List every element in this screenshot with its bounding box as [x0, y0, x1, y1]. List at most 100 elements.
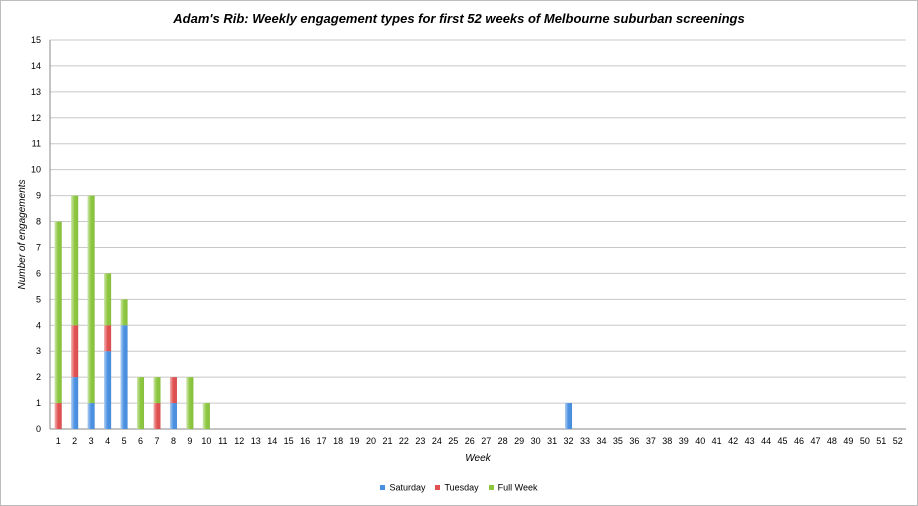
legend-item: Tuesday	[435, 482, 479, 493]
x-tick-label: 52	[893, 436, 903, 446]
x-tick-label: 43	[745, 436, 755, 446]
x-tick-label: 25	[448, 436, 458, 446]
bar-highlight	[169, 377, 177, 404]
x-tick-label: 45	[778, 436, 788, 446]
x-tick-label: 17	[317, 436, 327, 446]
x-tick-label: 14	[267, 436, 277, 446]
x-tick-label: 42	[728, 436, 738, 446]
legend-item: Full Week	[488, 482, 538, 493]
x-tick-label: 13	[251, 436, 261, 446]
x-tick-label: 8	[171, 436, 176, 446]
y-tick-label: 1	[36, 398, 41, 408]
x-tick-label: 36	[629, 436, 639, 446]
x-tick-label: 23	[415, 436, 425, 446]
x-tick-label: 20	[366, 436, 376, 446]
y-tick-label: 4	[36, 320, 41, 330]
x-tick-label: 31	[547, 436, 557, 446]
bar-highlight	[186, 377, 194, 429]
x-tick-label: 12	[234, 436, 244, 446]
bar-highlight	[71, 325, 79, 378]
bar-highlight	[137, 377, 145, 429]
y-tick-label: 10	[31, 165, 41, 175]
x-tick-label: 16	[300, 436, 310, 446]
bar-highlight	[71, 377, 79, 429]
y-tick-label: 8	[36, 217, 41, 227]
y-tick-label: 3	[36, 346, 41, 356]
x-tick-label: 4	[105, 436, 110, 446]
legend: Saturday Tuesday Full Week	[0, 482, 918, 493]
legend-swatch	[435, 485, 441, 491]
x-tick-label: 37	[646, 436, 656, 446]
y-tick-label: 7	[36, 242, 41, 252]
y-tick-label: 5	[36, 294, 41, 304]
y-tick-label: 12	[31, 113, 41, 123]
y-tick-label: 15	[31, 35, 41, 45]
legend-swatch	[488, 485, 494, 491]
bar-highlight	[565, 403, 573, 429]
x-tick-label: 5	[122, 436, 127, 446]
bar-highlight	[104, 351, 112, 429]
bar-highlight	[104, 325, 112, 352]
bar-highlight	[54, 403, 62, 429]
bar-highlight	[71, 195, 79, 326]
legend-label: Tuesday	[444, 482, 479, 493]
y-tick-label: 6	[36, 268, 41, 278]
x-tick-label: 11	[218, 436, 227, 446]
x-tick-label: 40	[695, 436, 705, 446]
legend-swatch	[380, 485, 386, 491]
x-tick-label: 29	[514, 436, 524, 446]
x-tick-label: 48	[827, 436, 837, 446]
bar-highlight	[87, 195, 95, 404]
y-tick-label: 0	[36, 424, 41, 434]
y-tick-label: 9	[36, 191, 41, 201]
bar-highlight	[153, 377, 161, 404]
x-tick-label: 32	[564, 436, 574, 446]
x-tick-label: 46	[794, 436, 804, 446]
x-tick-label: 1	[56, 436, 61, 446]
x-tick-label: 38	[662, 436, 672, 446]
x-tick-label: 28	[498, 436, 508, 446]
x-tick-label: 50	[860, 436, 870, 446]
bar-highlight	[153, 403, 161, 429]
x-tick-label: 47	[810, 436, 820, 446]
x-tick-label: 22	[399, 436, 409, 446]
y-tick-label: 13	[31, 87, 41, 97]
legend-item: Saturday	[380, 482, 425, 493]
y-tick-label: 2	[36, 372, 41, 382]
x-tick-label: 21	[382, 436, 392, 446]
x-tick-label: 51	[876, 436, 886, 446]
bar-highlight	[169, 403, 177, 429]
x-tick-label: 30	[531, 436, 541, 446]
x-axis-title: Week	[465, 453, 491, 464]
x-tick-label: 27	[481, 436, 491, 446]
x-tick-label: 15	[284, 436, 294, 446]
x-tick-label: 44	[761, 436, 771, 446]
x-tick-label: 24	[432, 436, 442, 446]
bar-highlight	[104, 273, 112, 326]
x-tick-label: 34	[596, 436, 606, 446]
x-tick-label: 35	[613, 436, 623, 446]
y-tick-label: 11	[32, 139, 41, 149]
legend-label: Saturday	[389, 482, 426, 493]
x-tick-label: 18	[333, 436, 343, 446]
x-tick-label: 41	[712, 436, 722, 446]
bar-highlight	[120, 299, 128, 326]
x-tick-label: 19	[350, 436, 360, 446]
y-axis-title: Number of engagements	[17, 179, 28, 289]
bar-highlight	[87, 403, 95, 429]
x-tick-label: 7	[154, 436, 159, 446]
bar-highlight	[120, 325, 128, 429]
x-tick-label: 10	[201, 436, 211, 446]
bar-highlight	[54, 221, 62, 404]
x-tick-label: 6	[138, 436, 143, 446]
x-tick-label: 49	[843, 436, 853, 446]
x-tick-label: 9	[187, 436, 192, 446]
x-tick-label: 3	[89, 436, 94, 446]
x-tick-label: 26	[465, 436, 475, 446]
x-tick-label: 33	[580, 436, 590, 446]
chart-title: Adam's Rib: Weekly engagement types for …	[173, 11, 745, 26]
y-tick-label: 14	[31, 61, 41, 71]
bar-highlight	[202, 403, 210, 429]
